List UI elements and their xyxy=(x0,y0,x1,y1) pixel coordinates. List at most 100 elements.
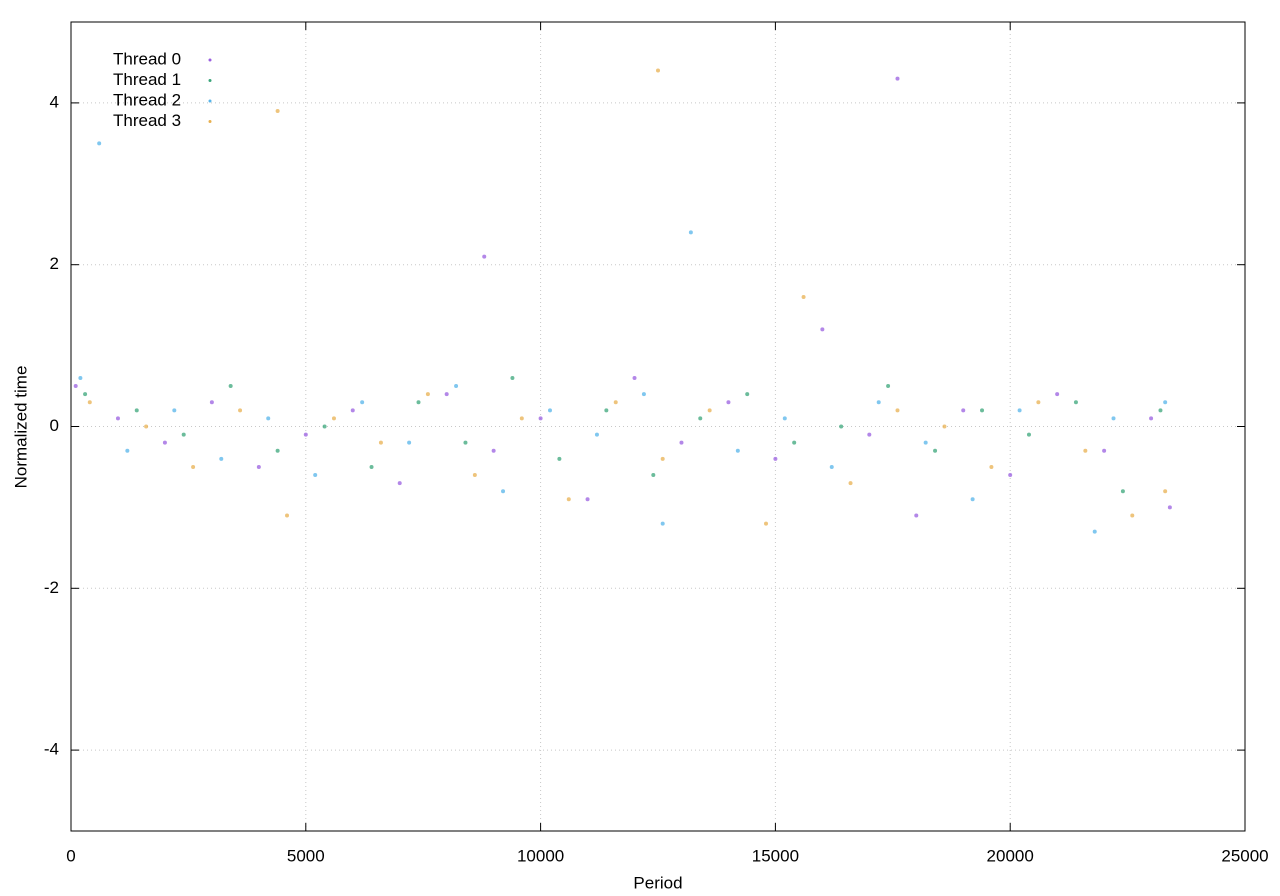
data-point xyxy=(454,384,459,389)
data-point xyxy=(1163,400,1168,405)
data-point xyxy=(895,408,900,413)
data-point xyxy=(463,440,468,445)
data-point xyxy=(980,408,985,413)
data-point xyxy=(491,448,496,453)
data-point xyxy=(369,464,374,469)
data-point xyxy=(660,456,665,461)
data-point xyxy=(275,448,280,453)
y-tick-label: -2 xyxy=(44,578,59,597)
data-point xyxy=(557,456,562,461)
y-tick-label: 0 xyxy=(50,416,59,435)
data-point xyxy=(961,408,966,413)
data-point xyxy=(594,432,599,437)
data-point xyxy=(745,392,750,397)
data-point xyxy=(444,392,449,397)
x-tick-label: 15000 xyxy=(752,846,799,865)
legend-label: Thread 3 xyxy=(113,111,181,130)
x-axis-label: Period xyxy=(633,873,682,892)
legend-marker xyxy=(208,79,212,82)
x-tick-label: 10000 xyxy=(517,846,564,865)
data-point xyxy=(501,489,506,494)
data-point xyxy=(1055,392,1060,397)
data-point xyxy=(472,473,477,478)
data-point xyxy=(764,521,769,526)
data-point xyxy=(1026,432,1031,437)
data-point xyxy=(181,432,186,437)
data-point xyxy=(773,456,778,461)
data-point xyxy=(350,408,355,413)
y-tick-label: -4 xyxy=(44,740,59,759)
data-point xyxy=(895,76,900,81)
x-tick-label: 20000 xyxy=(987,846,1034,865)
data-point xyxy=(829,464,834,469)
data-point xyxy=(331,416,336,421)
data-point xyxy=(585,497,590,502)
data-point xyxy=(933,448,938,453)
data-point xyxy=(942,424,947,429)
data-point xyxy=(482,254,487,259)
x-tick-label: 5000 xyxy=(287,846,325,865)
data-point xyxy=(641,392,646,397)
data-point xyxy=(801,295,806,300)
data-point xyxy=(688,230,693,235)
data-point xyxy=(1163,489,1168,494)
data-point xyxy=(547,408,552,413)
data-point xyxy=(1149,416,1154,421)
plot-frame xyxy=(70,21,1246,832)
data-point xyxy=(707,408,712,413)
data-point xyxy=(360,400,365,405)
data-point xyxy=(191,464,196,469)
data-point xyxy=(407,440,412,445)
data-point xyxy=(87,400,92,405)
data-point xyxy=(604,408,609,413)
data-point xyxy=(656,68,660,73)
data-point xyxy=(115,416,120,421)
data-point xyxy=(1102,448,1107,453)
data-point xyxy=(256,464,261,469)
data-point xyxy=(397,481,402,486)
data-point xyxy=(613,400,618,405)
data-point xyxy=(134,408,139,413)
x-tick-label: 0 xyxy=(66,846,75,865)
y-tick-label: 2 xyxy=(50,254,59,273)
data-point xyxy=(97,141,102,146)
data-point xyxy=(416,400,421,405)
data-point xyxy=(73,384,78,389)
data-point xyxy=(172,408,177,413)
data-point xyxy=(303,432,308,437)
data-point xyxy=(1073,400,1078,405)
data-point xyxy=(660,521,665,526)
data-point xyxy=(266,416,271,421)
data-point xyxy=(1111,416,1116,421)
data-point xyxy=(519,416,524,421)
data-point xyxy=(510,375,515,380)
data-point xyxy=(228,384,233,389)
legend-marker xyxy=(208,120,212,123)
data-point xyxy=(651,473,656,478)
legend-marker xyxy=(208,58,212,62)
data-point xyxy=(322,424,327,429)
data-point xyxy=(726,400,731,405)
data-point xyxy=(238,408,243,413)
data-point xyxy=(1036,400,1041,405)
data-point xyxy=(989,464,994,469)
y-tick-label: 4 xyxy=(50,92,59,111)
data-point xyxy=(914,513,919,518)
data-point xyxy=(83,392,88,397)
data-point xyxy=(1092,529,1097,534)
data-point xyxy=(1130,513,1135,518)
legend-label: Thread 0 xyxy=(113,49,181,68)
data-point xyxy=(378,440,383,445)
data-point xyxy=(923,440,928,445)
x-tick-label: 25000 xyxy=(1221,846,1268,865)
data-point xyxy=(632,375,637,380)
data-point xyxy=(876,400,881,405)
data-point xyxy=(1167,505,1172,510)
data-point xyxy=(839,424,844,429)
data-point xyxy=(425,392,430,397)
y-axis-label: Normalized time xyxy=(11,366,30,489)
data-point xyxy=(313,473,318,478)
data-point xyxy=(679,440,684,445)
data-point xyxy=(1083,448,1088,453)
